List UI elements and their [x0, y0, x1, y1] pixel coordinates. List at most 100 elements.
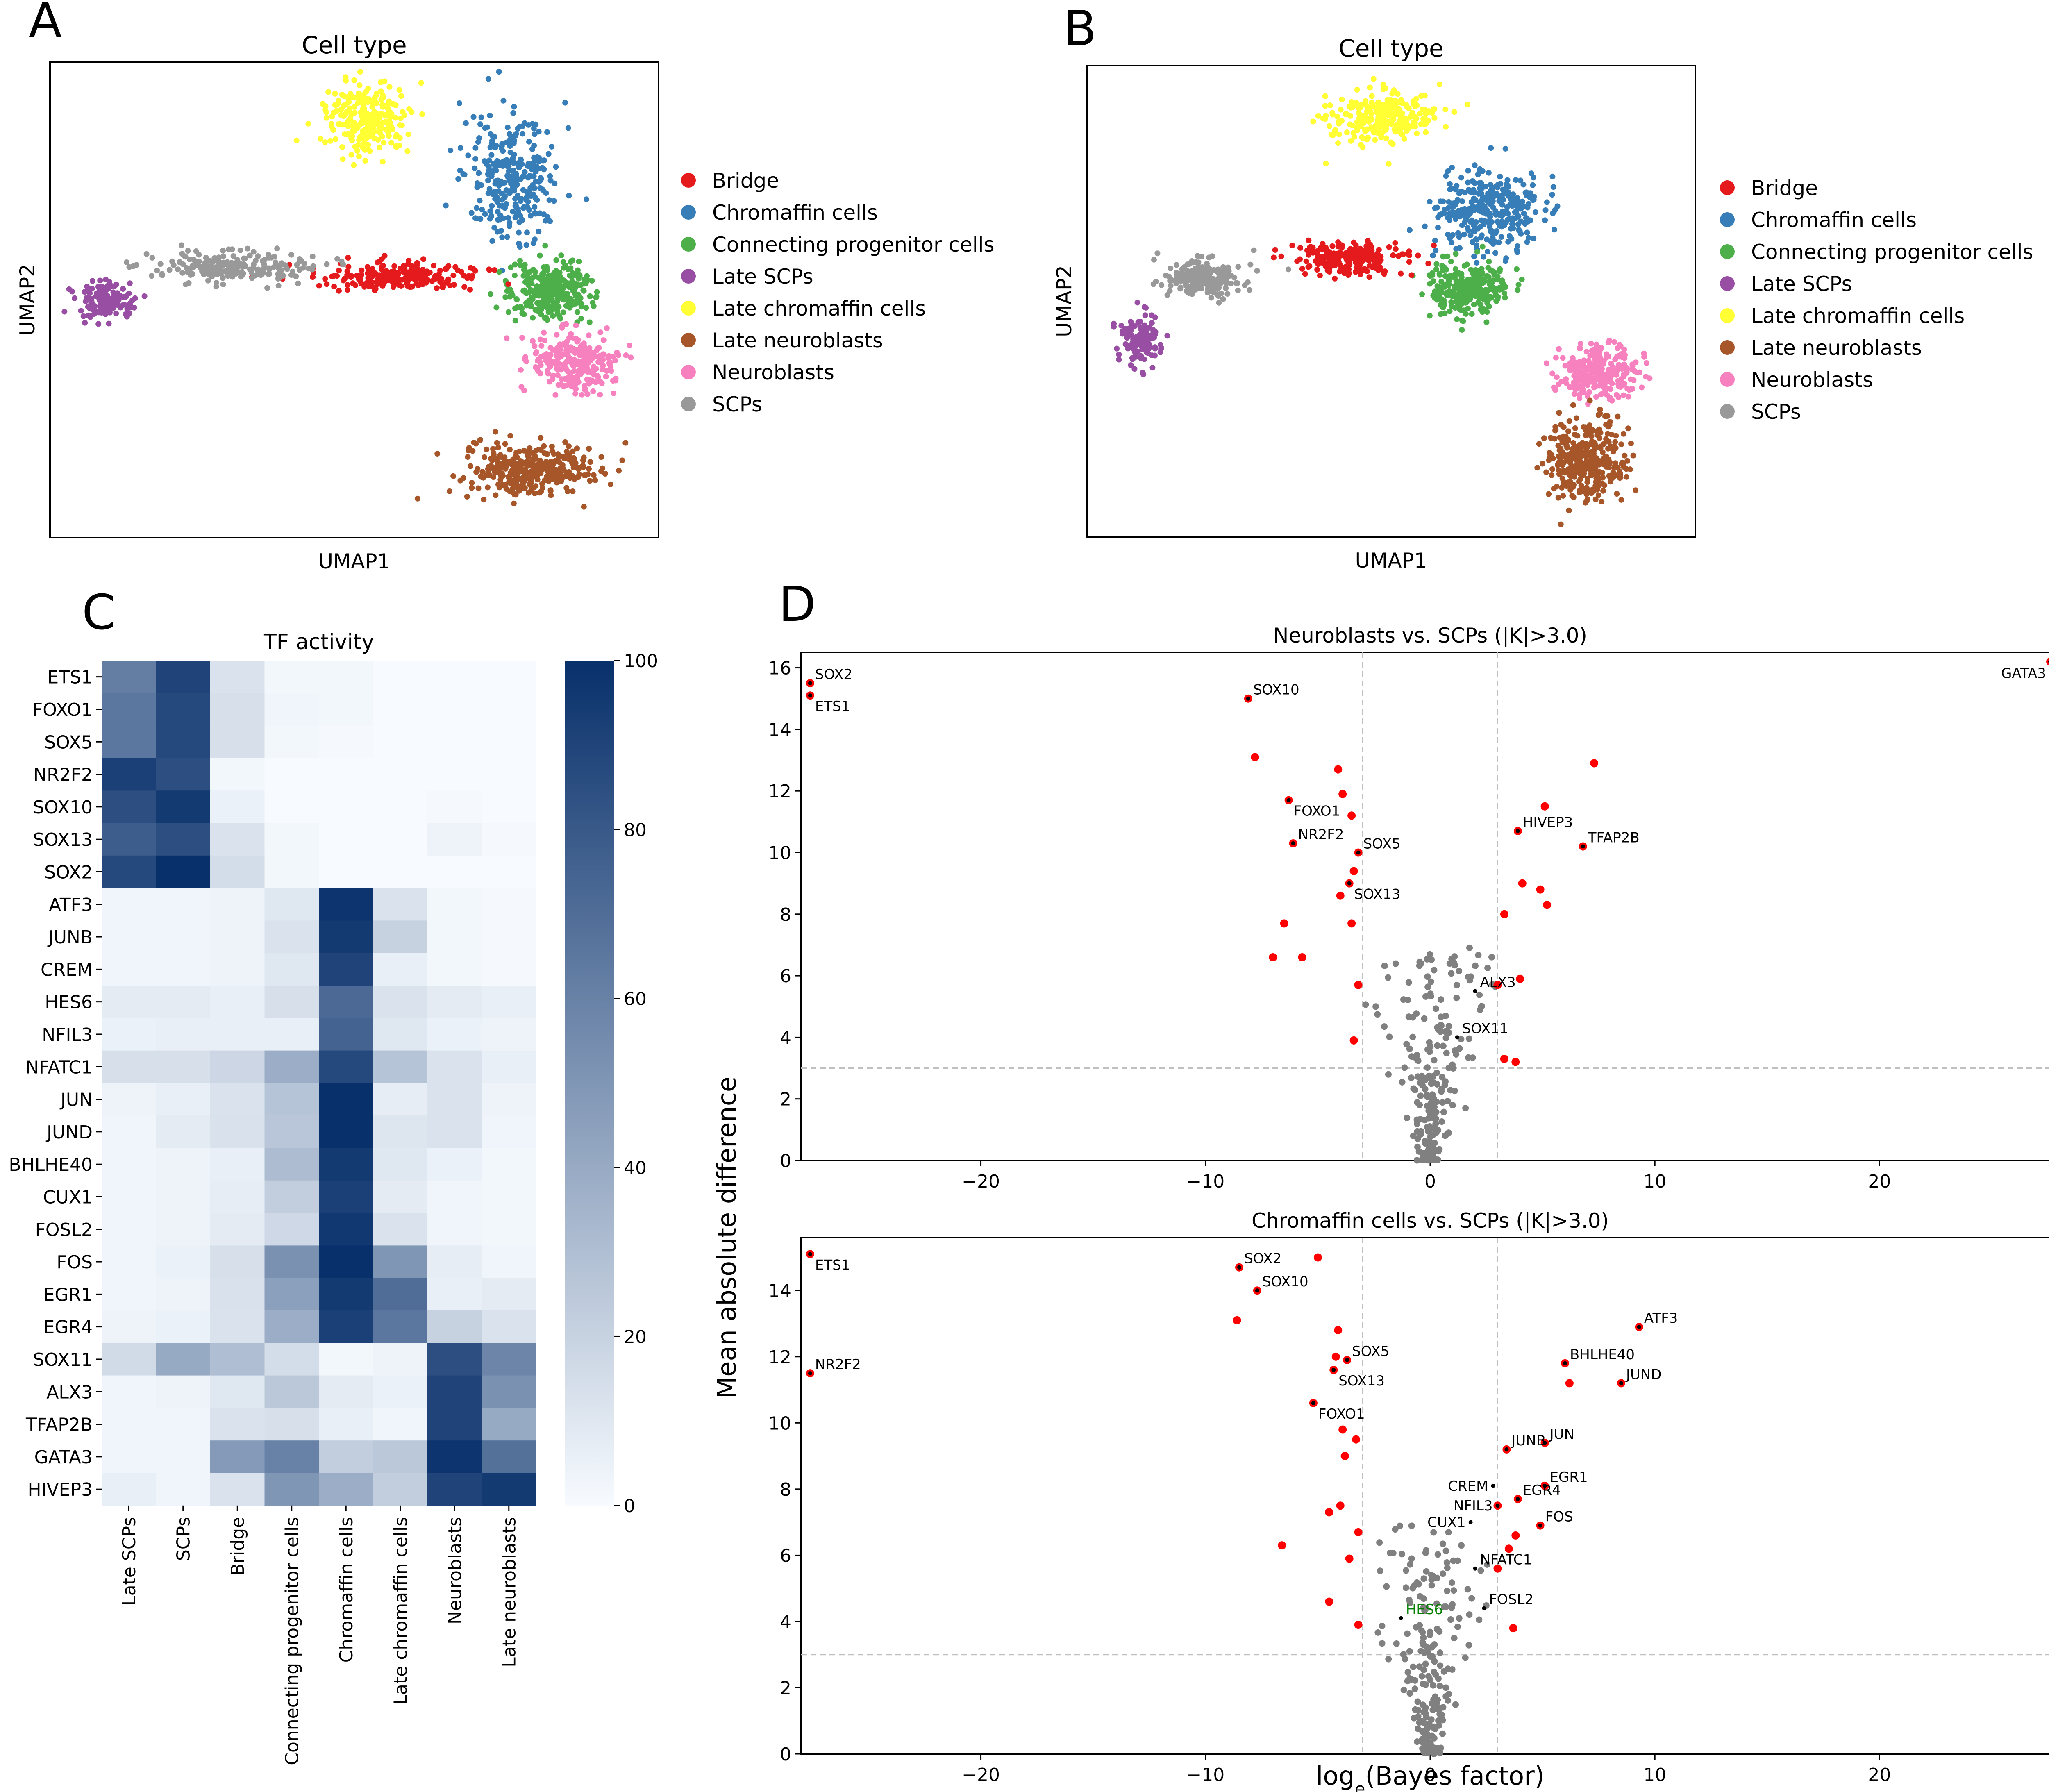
nonsig-point: [1484, 965, 1491, 972]
umap-point: [323, 115, 329, 121]
umap-point: [550, 313, 556, 319]
umap-point: [1570, 494, 1577, 500]
umap-point: [254, 267, 261, 273]
umap-point: [185, 248, 191, 254]
nonsig-point: [1444, 1098, 1451, 1105]
umap-point: [485, 177, 491, 184]
heatmap-cell: [102, 1083, 156, 1116]
umap-point: [1543, 469, 1549, 475]
nonsig-point: [1458, 1542, 1465, 1549]
umap-point: [550, 376, 556, 382]
umap-point: [336, 288, 342, 294]
umap-point: [616, 352, 622, 358]
heatmap-cell: [427, 1375, 482, 1408]
nonsig-point: [1415, 1713, 1422, 1720]
nonsig-point: [1429, 1682, 1436, 1689]
sig-point: [1511, 1058, 1520, 1066]
heatmap-cell: [264, 1245, 319, 1279]
umap-point: [1499, 286, 1505, 292]
umap-point: [587, 459, 593, 465]
umap-point: [1631, 377, 1637, 384]
sig-point: [1504, 1544, 1513, 1553]
colorbar-tick-label: 60: [624, 989, 647, 1010]
nonsig-point: [1476, 991, 1483, 998]
heatmap-cell: [319, 1213, 373, 1246]
umap-point: [1596, 444, 1602, 450]
heatmap-cell: [102, 1408, 156, 1441]
umap-point: [220, 281, 226, 287]
nonsig-point: [1488, 954, 1495, 961]
umap-point: [1593, 394, 1599, 400]
heatmap-cell: [319, 1018, 373, 1051]
umap-point: [539, 165, 545, 171]
nonsig-point: [1476, 1616, 1483, 1623]
umap-point: [1528, 170, 1534, 177]
heatmap-cell: [427, 1115, 482, 1148]
umap-point: [1479, 202, 1485, 208]
nonsig-point: [1414, 1738, 1421, 1745]
umap-point: [557, 316, 563, 322]
umap-point: [358, 276, 364, 282]
umap-point: [1512, 209, 1518, 215]
umap-point: [255, 253, 261, 259]
umap-point: [1488, 238, 1494, 245]
umap-point: [550, 472, 557, 478]
umap-point: [1577, 369, 1583, 375]
umap-point: [359, 267, 365, 273]
umap-point: [1381, 269, 1387, 275]
umap-point: [1320, 241, 1326, 247]
nonsig-point: [1417, 1128, 1424, 1135]
umap-point: [575, 379, 582, 385]
umap-point: [238, 274, 244, 280]
umap-point: [1152, 344, 1158, 350]
umap-point: [499, 234, 505, 241]
heatmap-cell: [319, 758, 373, 791]
umap-point: [1514, 195, 1520, 201]
umap-point: [1467, 296, 1473, 302]
heatmap-row-label: SOX10: [33, 797, 93, 818]
umap-point: [466, 445, 472, 451]
heatmap-cell: [264, 1050, 319, 1083]
heatmap-cell: [373, 1278, 428, 1311]
nonsig-point: [1401, 1064, 1408, 1071]
nonsig-point: [1420, 1749, 1427, 1756]
umap-point: [1479, 270, 1485, 276]
nonsig-point: [1425, 1142, 1432, 1149]
umap-point: [1235, 287, 1241, 293]
heatmap-cell: [373, 693, 428, 726]
umap-point: [1567, 487, 1574, 493]
umap-point: [512, 184, 518, 190]
umap-point: [1350, 247, 1356, 253]
umap-point: [1456, 286, 1463, 293]
nonsig-point: [1411, 1685, 1418, 1692]
heatmap-row-label: EGR1: [43, 1284, 93, 1305]
umap-point: [1357, 245, 1363, 252]
umap-cluster: [414, 429, 629, 510]
heatmap-cell: [264, 1083, 319, 1116]
sig-point: [1233, 1316, 1241, 1324]
umap-point: [175, 266, 181, 273]
umap-point: [516, 164, 522, 170]
umap-point: [356, 153, 362, 159]
umap-point: [587, 293, 593, 299]
umap-point: [1306, 263, 1313, 269]
panel-letter-B: B: [1063, 0, 1097, 57]
umap-point: [1251, 247, 1257, 253]
umap-point: [1365, 238, 1371, 244]
umap-point: [1443, 173, 1449, 179]
heatmap-cell: [102, 823, 156, 856]
umap-point: [1489, 186, 1495, 192]
umap-point: [1392, 240, 1398, 246]
umap-point: [488, 173, 495, 179]
nonsig-point: [1416, 962, 1423, 969]
sig-point: [2046, 658, 2049, 666]
umap-point: [432, 274, 438, 280]
heatmap-cell: [373, 1408, 428, 1441]
umap-point: [1566, 479, 1572, 485]
umap-point: [397, 266, 403, 272]
label-dot: [1637, 1325, 1641, 1329]
umap-point: [452, 264, 459, 270]
umap-point: [196, 252, 202, 258]
umap-point: [241, 261, 247, 268]
umap-point: [1522, 221, 1528, 227]
